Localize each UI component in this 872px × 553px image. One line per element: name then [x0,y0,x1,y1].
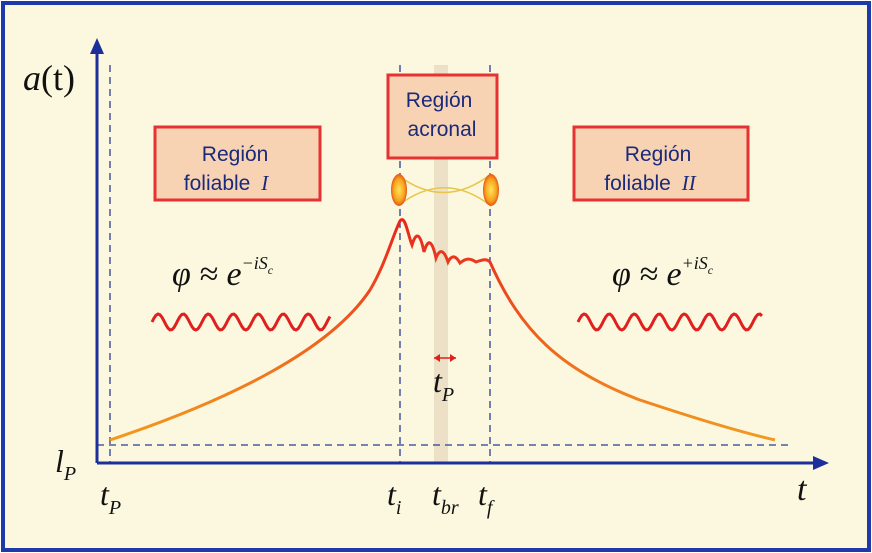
diagram: Región foliable I Región acronal Región … [0,0,872,553]
y-axis-label: a(t) [23,58,75,98]
x-axis-label: t [797,471,808,508]
